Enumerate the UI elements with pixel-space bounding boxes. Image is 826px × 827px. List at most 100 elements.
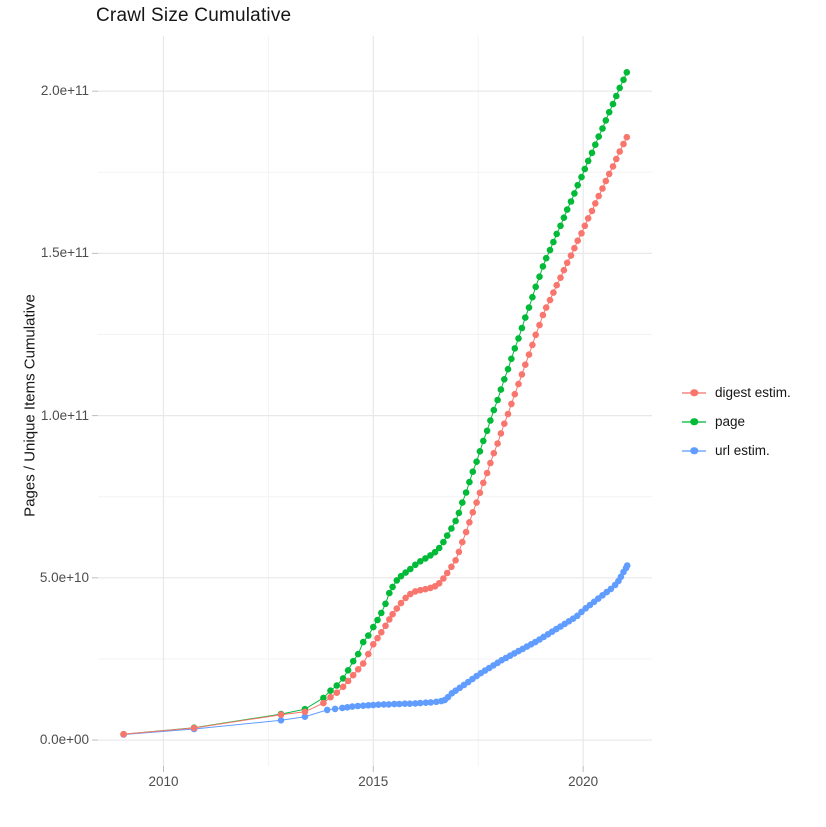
data-point — [412, 588, 419, 595]
data-point — [518, 324, 526, 332]
data-point — [557, 222, 564, 230]
legend-item: page — [682, 407, 791, 436]
data-point — [623, 562, 631, 569]
data-point — [448, 525, 455, 532]
data-point — [532, 283, 539, 291]
data-point — [393, 577, 401, 584]
data-point — [370, 701, 377, 709]
data-point — [452, 517, 459, 525]
data-point — [375, 701, 382, 708]
data-point — [539, 263, 547, 270]
data-point — [448, 563, 455, 571]
y-tick-label: 1.5e+11 — [40, 245, 89, 261]
data-point — [435, 580, 443, 587]
data-point — [581, 222, 589, 230]
data-point — [476, 448, 484, 455]
x-tick-label: 2010 — [148, 774, 179, 789]
data-point — [433, 698, 440, 706]
data-point — [483, 427, 491, 435]
data-point — [427, 552, 434, 559]
data-point — [407, 590, 414, 598]
data-point — [120, 730, 127, 738]
data-point — [301, 708, 309, 716]
data-point — [378, 629, 385, 636]
data-point — [623, 133, 631, 141]
data-point — [327, 693, 334, 701]
data-point — [393, 605, 401, 612]
data-point — [539, 311, 547, 319]
data-point — [497, 430, 505, 437]
data-point — [550, 238, 557, 246]
series-digest-estim — [120, 133, 631, 738]
data-point — [487, 459, 494, 467]
data-point — [494, 396, 501, 404]
legend-key-icon — [682, 415, 706, 429]
data-point — [380, 701, 388, 708]
data-point — [529, 293, 536, 301]
series-line — [123, 565, 628, 735]
data-point — [190, 724, 198, 732]
data-point — [599, 185, 606, 192]
data-point — [391, 700, 398, 708]
data-point — [511, 390, 519, 398]
data-point — [397, 572, 405, 580]
data-point — [435, 544, 443, 552]
data-point — [501, 420, 508, 428]
data-point — [515, 380, 522, 388]
data-point — [331, 705, 339, 713]
data-point — [480, 479, 487, 487]
data-point — [407, 565, 414, 573]
data-point — [480, 437, 487, 445]
data-point — [542, 304, 550, 311]
data-point — [344, 677, 352, 685]
data-point — [473, 499, 480, 506]
series-page — [120, 69, 631, 738]
data-point — [567, 198, 575, 205]
data-point — [578, 173, 585, 181]
x-tick-label: 2015 — [358, 774, 389, 789]
data-point — [563, 259, 571, 267]
data-point — [501, 376, 508, 383]
data-point — [616, 84, 623, 92]
data-point — [518, 371, 526, 378]
data-point — [327, 687, 334, 694]
data-point — [365, 702, 372, 709]
data-point — [389, 583, 396, 591]
data-point — [592, 141, 599, 148]
data-point — [370, 623, 377, 631]
data-point — [623, 69, 631, 76]
data-point — [359, 702, 367, 709]
data-point — [349, 671, 357, 679]
data-point — [344, 667, 352, 674]
data-point — [609, 163, 617, 170]
data-point — [402, 594, 409, 602]
data-point — [344, 704, 351, 711]
y-tick-label: 2.0e+11 — [40, 83, 89, 99]
data-point — [417, 558, 424, 565]
data-point — [323, 706, 331, 714]
data-point — [354, 666, 362, 673]
data-point — [508, 355, 515, 363]
data-point — [349, 703, 356, 710]
data-point — [385, 701, 393, 708]
data-point — [339, 683, 347, 691]
data-point — [522, 314, 529, 321]
data-point — [431, 548, 439, 556]
legend-label: page — [715, 414, 746, 429]
data-point — [605, 170, 613, 178]
data-point — [574, 612, 581, 620]
legend-item: url estim. — [682, 436, 791, 465]
data-point — [529, 341, 536, 349]
data-point — [592, 200, 599, 207]
legend-label: url estim. — [715, 443, 770, 458]
data-point — [607, 585, 615, 593]
data-point — [571, 190, 578, 197]
data-point — [422, 699, 430, 706]
data-point — [459, 538, 466, 546]
data-point — [365, 650, 372, 658]
data-point — [571, 244, 578, 252]
data-point — [455, 509, 463, 517]
data-point — [542, 254, 550, 262]
data-point — [602, 177, 610, 185]
data-point — [466, 478, 473, 486]
